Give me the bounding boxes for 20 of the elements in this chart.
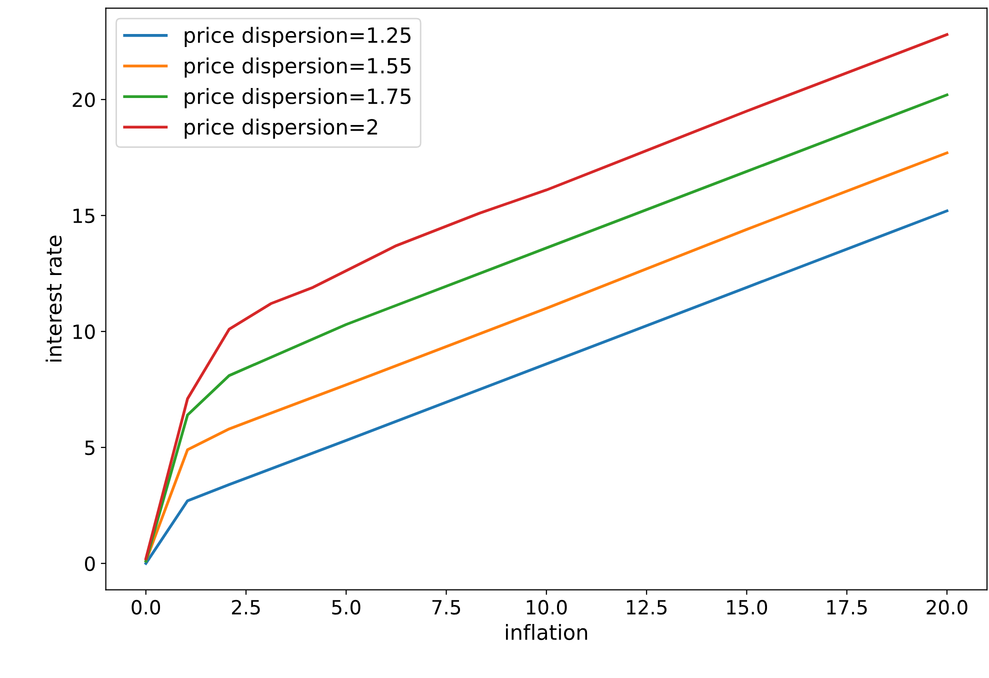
x-tick-label: 0.0: [132, 600, 160, 615]
legend-label: price dispersion=1.25: [184, 26, 410, 48]
x-tick-label: 20.0: [926, 600, 968, 615]
x-axis-title: inflation: [506, 624, 588, 640]
y-tick-label: 5: [85, 440, 94, 456]
x-tick-label: 7.5: [432, 600, 460, 615]
legend-label: price dispersion=2: [184, 118, 378, 139]
x-tick-label: 5.0: [332, 600, 360, 615]
y-tick-label: 10: [73, 324, 95, 340]
x-tick-label: 2.5: [232, 600, 260, 615]
x-tick-label: 17.5: [827, 600, 867, 615]
y-tick-label: 0: [85, 556, 95, 572]
x-tick-label: 12.5: [627, 600, 667, 615]
x-tick-label: 10.0: [526, 600, 567, 615]
legend-label: price dispersion=1.75: [184, 88, 410, 108]
x-tick-label: 15.0: [727, 600, 768, 615]
y-tick-label: 20: [72, 92, 95, 108]
y-tick-label: 15: [73, 208, 94, 224]
y-axis-title: interest rate: [46, 236, 62, 362]
legend-label: price dispersion=1.55: [184, 57, 410, 78]
